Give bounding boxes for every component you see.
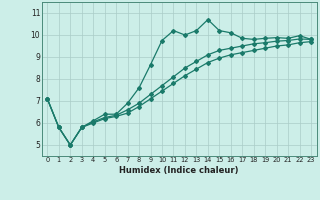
X-axis label: Humidex (Indice chaleur): Humidex (Indice chaleur) bbox=[119, 166, 239, 175]
